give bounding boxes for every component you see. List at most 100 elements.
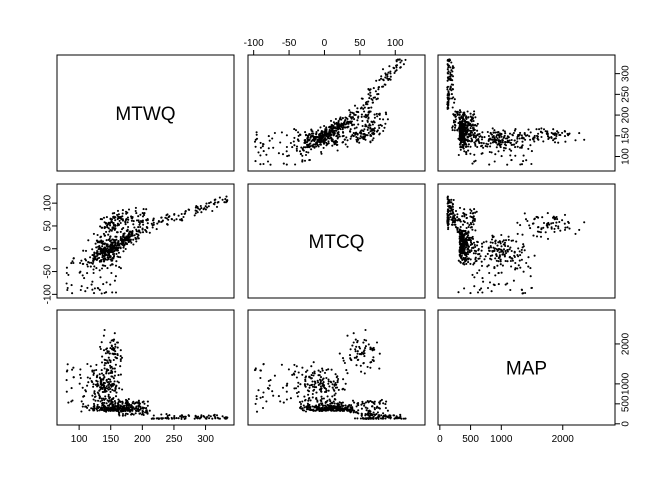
data-point: [106, 254, 109, 257]
data-point: [365, 125, 368, 128]
data-point: [304, 380, 307, 383]
data-point: [330, 124, 333, 127]
data-point: [567, 220, 570, 223]
data-point: [352, 332, 355, 335]
tick-label: 100: [71, 434, 88, 445]
data-point: [218, 417, 221, 420]
data-point: [472, 215, 475, 218]
data-point: [463, 258, 466, 261]
data-point: [175, 218, 178, 221]
data-point: [293, 144, 296, 147]
data-point: [356, 119, 359, 122]
data-point: [182, 415, 185, 418]
data-point: [280, 363, 283, 366]
data-point: [376, 115, 379, 118]
data-point: [464, 142, 467, 145]
data-point: [308, 384, 311, 387]
data-point: [344, 116, 347, 119]
data-point: [137, 234, 140, 237]
data-point: [173, 212, 176, 216]
data-point: [329, 380, 332, 383]
data-point: [100, 218, 104, 221]
data-point: [333, 131, 336, 134]
data-point: [461, 215, 464, 218]
data-point: [451, 129, 454, 132]
data-point: [367, 113, 370, 116]
data-point: [312, 389, 315, 392]
data-point: [483, 136, 486, 139]
data-point: [203, 415, 206, 419]
data-point: [267, 147, 270, 150]
data-point: [486, 286, 490, 290]
data-point: [378, 407, 381, 410]
data-point: [364, 345, 367, 348]
data-point: [361, 400, 364, 403]
data-point: [336, 137, 339, 140]
data-point: [362, 130, 365, 133]
data-point: [330, 368, 333, 371]
data-point: [461, 133, 464, 136]
data-point: [304, 139, 307, 142]
data-point: [466, 124, 469, 127]
data-point: [506, 163, 509, 166]
data-point: [372, 96, 375, 99]
data-point: [194, 212, 197, 215]
data-point: [496, 264, 499, 267]
data-point: [254, 160, 257, 163]
data-point: [97, 287, 100, 290]
data-point: [493, 266, 496, 269]
data-point: [316, 400, 319, 403]
data-point: [497, 272, 500, 275]
data-point: [351, 399, 355, 402]
data-point: [304, 131, 307, 134]
data-point: [379, 123, 382, 126]
data-point: [101, 240, 105, 243]
data-point: [520, 248, 523, 251]
data-point: [315, 386, 318, 389]
data-point: [279, 400, 282, 403]
data-point: [386, 118, 389, 121]
data-point: [402, 63, 405, 66]
data-point: [194, 209, 197, 212]
data-point: [308, 396, 311, 400]
data-point: [464, 121, 467, 124]
data-point: [138, 412, 141, 415]
data-point: [259, 146, 262, 149]
data-point: [533, 136, 536, 139]
data-point: [259, 154, 262, 157]
data-point: [469, 243, 472, 247]
data-point: [311, 145, 314, 148]
data-point: [115, 252, 118, 255]
data-point: [556, 218, 559, 221]
data-point: [466, 243, 469, 246]
data-point: [116, 255, 119, 258]
data-point: [310, 374, 313, 377]
data-point: [464, 229, 467, 232]
data-point: [317, 369, 320, 372]
data-point: [509, 259, 512, 263]
data-point: [137, 220, 141, 224]
data-point: [361, 124, 364, 128]
data-point: [478, 135, 481, 138]
data-point: [486, 252, 489, 255]
data-point: [327, 378, 330, 381]
data-point: [540, 127, 543, 130]
data-point: [316, 138, 320, 141]
data-point: [504, 239, 508, 242]
data-point: [485, 240, 488, 243]
data-point: [514, 146, 517, 149]
data-point: [118, 414, 121, 417]
data-point: [464, 253, 467, 257]
data-point: [508, 248, 511, 251]
data-point: [358, 347, 362, 350]
data-point: [105, 408, 108, 411]
data-point: [539, 231, 542, 234]
data-point: [337, 131, 340, 134]
data-point: [200, 414, 203, 417]
data-point: [320, 390, 323, 393]
data-point: [370, 134, 373, 137]
data-point: [519, 131, 522, 134]
data-point: [118, 266, 121, 269]
data-point: [474, 116, 477, 119]
